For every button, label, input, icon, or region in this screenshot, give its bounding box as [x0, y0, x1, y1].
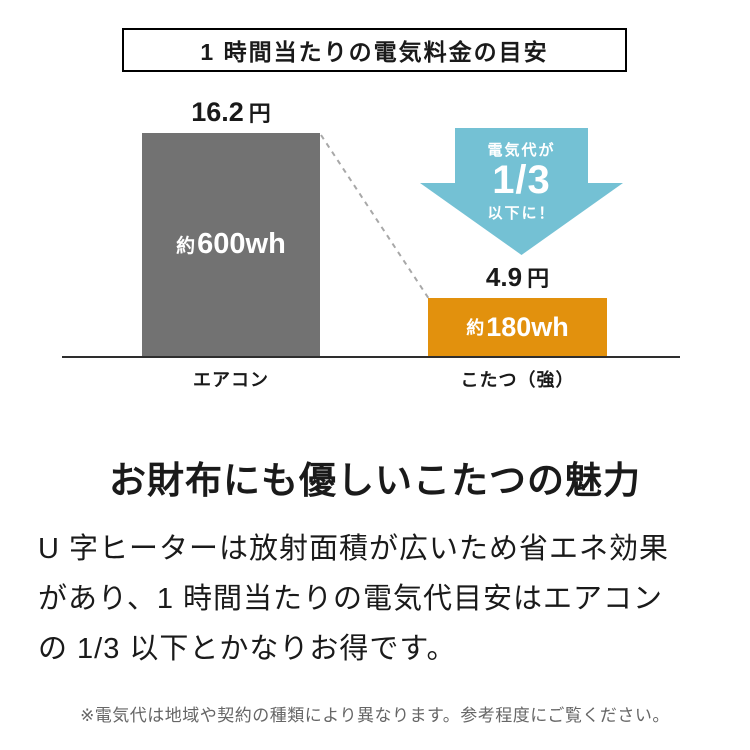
kotatsu-watt-approx: 約: [466, 318, 485, 338]
x-axis-line: [62, 356, 680, 358]
arrow-badge-line3: 以下に！: [487, 205, 556, 222]
aircon-watt-approx: 約: [176, 236, 196, 257]
kotatsu-category-label: こたつ（強）: [460, 370, 575, 390]
body-line-1: U 字ヒーターは放射面積が広いため省エネ効果: [38, 533, 670, 565]
chart-title-box: 1 時間当たりの電気料金の目安: [122, 28, 627, 72]
aircon-value: 16.2: [191, 97, 244, 127]
aircon-unit: 円: [248, 101, 271, 126]
aircon-bar: 約 600wh: [142, 133, 320, 356]
kotatsu-bar: 約 180wh: [428, 298, 607, 356]
arrow-badge-line1: 電気代が: [487, 142, 556, 159]
kotatsu-watt-label: 180wh: [486, 311, 569, 342]
section-heading: お財布にも優しいこたつの魅力: [109, 460, 641, 501]
electricity-cost-bar-chart: 16.2 円 約 600wh 電気代が 1/3 以下に！ 4.9 円 約 180wh エ…: [62, 96, 680, 390]
aircon-category-label: エアコン: [193, 370, 269, 390]
kotatsu-value-label: 4.9 円: [428, 261, 607, 293]
body-line-3: の 1/3 以下とかなりお得です。: [38, 633, 457, 665]
aircon-value-label: 16.2 円: [142, 96, 320, 128]
body-paragraph: U 字ヒーターは放射面積が広いため省エネ効果 があり、1 時間当たりの電気代目安…: [38, 524, 728, 674]
kotatsu-unit: 円: [527, 266, 550, 291]
chart-title: 1 時間当たりの電気料金の目安: [200, 39, 549, 65]
footnote: ※電気代は地域や契約の種類により異なります。参考程度にご覧ください。: [80, 706, 670, 725]
aircon-watt-label: 600wh: [197, 228, 286, 260]
kotatsu-value: 4.9: [485, 262, 523, 292]
dashed-connector-line: [320, 134, 430, 300]
arrow-badge-fraction: 1/3: [492, 158, 551, 202]
body-line-2: があり、1 時間当たりの電気代目安はエアコン: [38, 583, 664, 615]
